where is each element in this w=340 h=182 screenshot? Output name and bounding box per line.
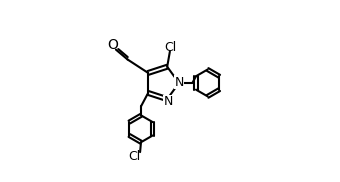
Text: Cl: Cl bbox=[165, 41, 177, 54]
Text: O: O bbox=[107, 38, 118, 52]
Text: Cl: Cl bbox=[129, 150, 141, 163]
Text: N: N bbox=[174, 76, 184, 88]
Text: N: N bbox=[164, 95, 173, 108]
